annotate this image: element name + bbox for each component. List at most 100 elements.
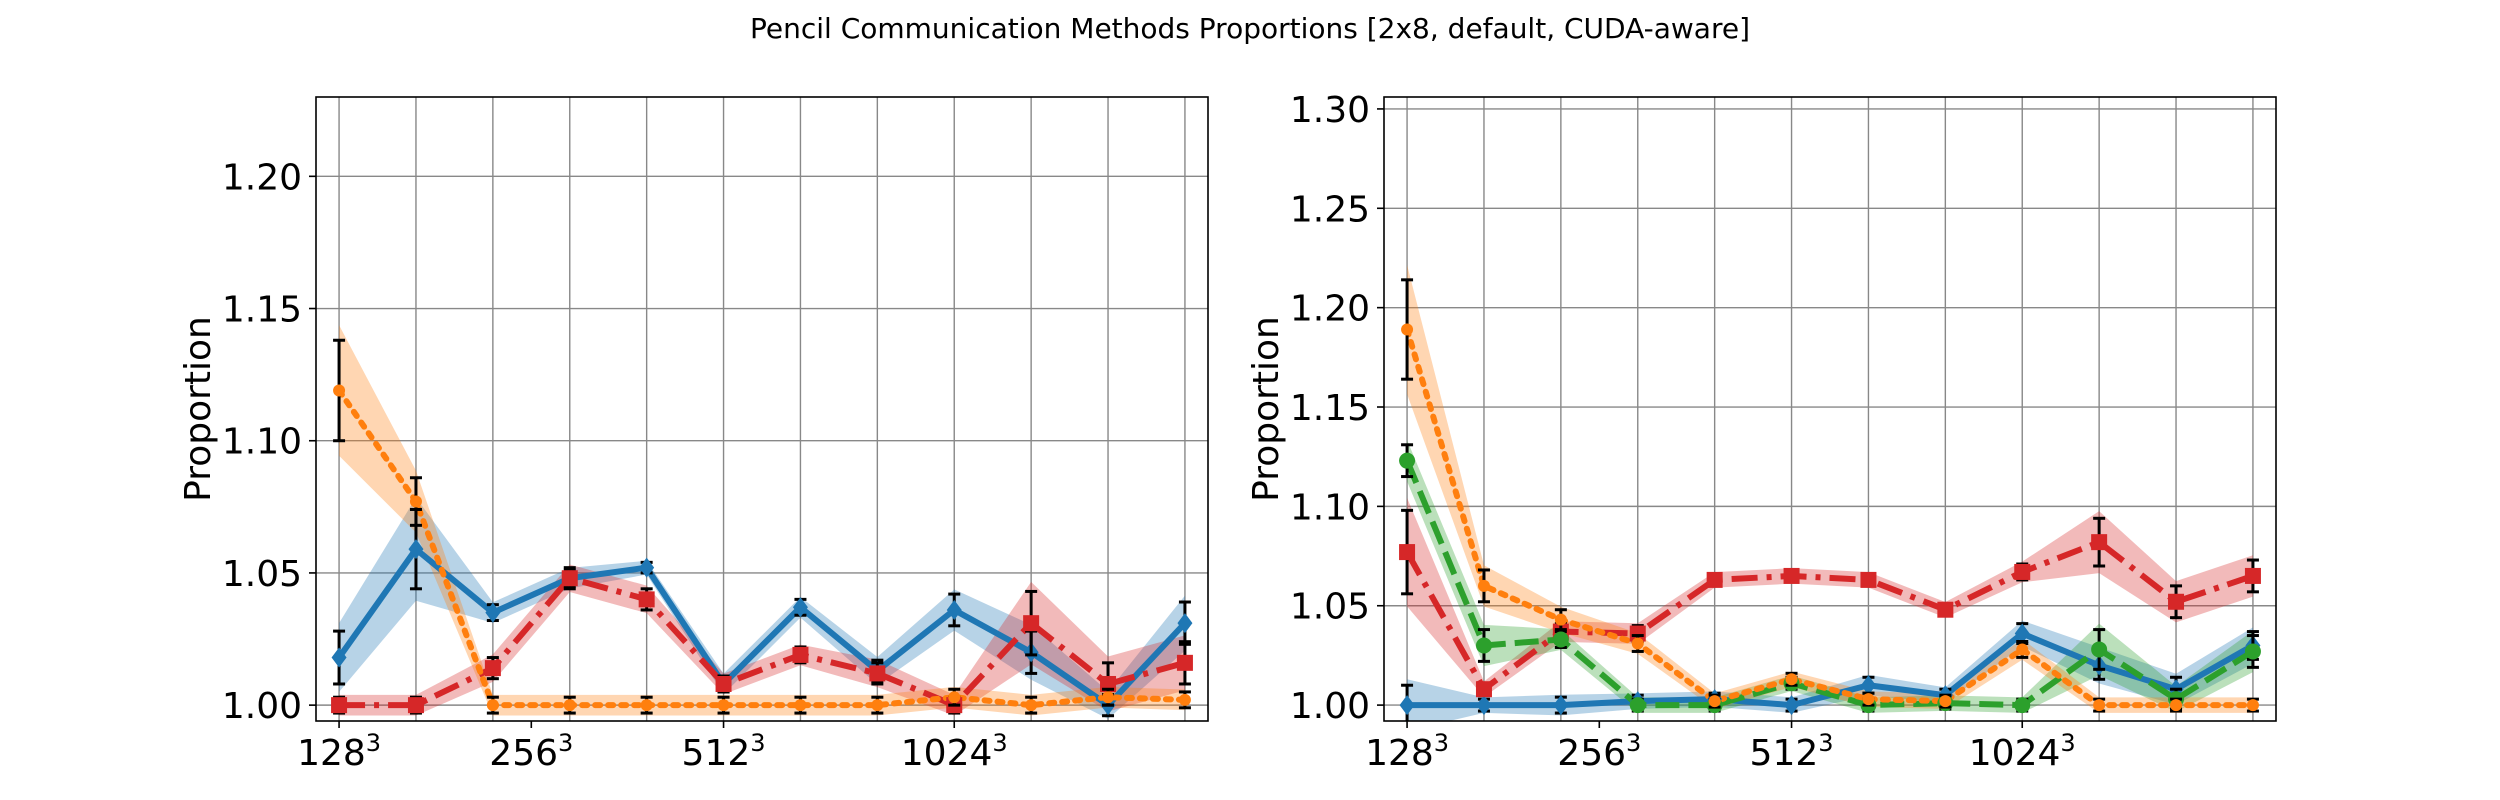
data-point xyxy=(1862,693,1875,706)
data-point xyxy=(1937,601,1954,618)
data-point xyxy=(1554,613,1567,626)
x-tick-label: 2563 xyxy=(489,729,573,774)
y-tick-label: 1.05 xyxy=(1290,587,1370,628)
data-point xyxy=(409,495,422,508)
data-point xyxy=(946,599,962,620)
data-point xyxy=(639,557,655,578)
data-point xyxy=(1553,695,1569,716)
data-point xyxy=(717,699,730,712)
data-point xyxy=(408,539,424,560)
series-line xyxy=(336,387,1188,709)
data-point xyxy=(1708,695,1721,708)
data-point xyxy=(1631,637,1644,650)
data-point xyxy=(561,570,578,587)
data-point xyxy=(2091,534,2108,551)
data-point xyxy=(1177,613,1193,634)
data-point xyxy=(1860,571,1877,588)
y-tick-label: 1.00 xyxy=(222,686,302,727)
data-point xyxy=(1785,673,1798,686)
y-tick-label: 1.20 xyxy=(222,157,302,198)
y-tick-label: 1.05 xyxy=(222,554,302,595)
data-point xyxy=(1176,654,1193,671)
data-point xyxy=(333,384,346,397)
data-point xyxy=(1102,691,1115,704)
x-tick-label: 1283 xyxy=(297,729,381,774)
data-point xyxy=(792,597,808,618)
chart-panel-2: 1.00 1.05 1.10 1.15 1.20 1.25 1.30 1283 2563 5123… xyxy=(1246,90,2277,774)
data-point xyxy=(1629,697,1646,714)
data-point xyxy=(1475,637,1492,654)
data-point xyxy=(871,699,884,712)
data-point xyxy=(1552,631,1569,648)
x-tick-label: 5123 xyxy=(682,729,766,774)
data-point xyxy=(1477,579,1490,592)
data-point xyxy=(331,697,348,714)
series-line xyxy=(336,546,1188,709)
x-tick-label: 10243 xyxy=(1969,729,2076,774)
plot-frame xyxy=(315,96,1209,722)
data-point xyxy=(485,602,501,623)
data-point xyxy=(715,675,732,692)
data-point xyxy=(1939,695,1952,708)
confidence-band xyxy=(1407,620,2253,721)
data-point xyxy=(1399,695,1415,716)
data-point xyxy=(1784,695,1800,716)
data-point xyxy=(1629,625,1646,642)
y-tick-label: 1.20 xyxy=(1290,289,1370,330)
data-point xyxy=(2014,697,2031,714)
data-point xyxy=(792,646,809,663)
y-tick-label: 1.25 xyxy=(1290,189,1370,230)
y-axis-label: Proportion xyxy=(178,316,219,502)
data-point xyxy=(1783,567,1800,584)
data-point xyxy=(2170,699,2183,712)
data-point xyxy=(2244,643,2261,660)
y-tick-label: 1.15 xyxy=(222,290,302,331)
data-point xyxy=(2246,699,2259,712)
data-point xyxy=(2093,699,2106,712)
x-tick-label: 5123 xyxy=(1750,729,1834,774)
data-point xyxy=(2244,567,2261,584)
x-tick-label: 1283 xyxy=(1365,729,1449,774)
data-point xyxy=(1706,571,1723,588)
data-point xyxy=(1023,615,1040,632)
x-tick-label: 2563 xyxy=(1557,729,1641,774)
y-tick-label: 1.10 xyxy=(222,422,302,463)
data-point xyxy=(1475,681,1492,698)
confidence-band xyxy=(1407,497,2253,697)
plot-area xyxy=(331,325,1193,719)
y-axis-label: Proportion xyxy=(1246,316,1287,502)
data-point xyxy=(1401,323,1414,336)
data-point xyxy=(407,697,424,714)
data-point xyxy=(2016,643,2029,656)
y-tick-label: 1.10 xyxy=(1290,487,1370,528)
data-point xyxy=(2014,563,2031,580)
x-tick-label: 10243 xyxy=(901,729,1008,774)
series-line xyxy=(1404,326,2256,709)
data-point xyxy=(486,699,499,712)
plot-frame xyxy=(1383,96,2277,722)
data-point xyxy=(1860,675,1876,696)
data-point xyxy=(2014,623,2030,644)
data-point xyxy=(484,660,501,677)
figure-title: Pencil Communication Methods Proportions… xyxy=(749,12,1751,45)
y-tick-label: 1.30 xyxy=(1290,90,1370,131)
data-point xyxy=(794,699,807,712)
plot-area xyxy=(1399,264,2261,721)
data-point xyxy=(1025,699,1038,712)
data-point xyxy=(1399,452,1416,469)
y-tick-label: 1.15 xyxy=(1290,388,1370,429)
data-point xyxy=(2091,641,2108,658)
data-point xyxy=(331,647,347,668)
data-point xyxy=(948,691,961,704)
chart-panel-1: 1.00 1.05 1.10 1.15 1.20 1283 2563 5123 10243 Pro… xyxy=(178,96,1209,774)
data-point xyxy=(1399,544,1416,561)
data-point xyxy=(640,699,653,712)
series-line xyxy=(1404,539,2254,693)
y-tick-label: 1.00 xyxy=(1290,686,1370,727)
data-point xyxy=(2168,593,2185,610)
data-point xyxy=(563,699,576,712)
data-point xyxy=(1476,695,1492,716)
series-line xyxy=(1404,459,2255,709)
data-point xyxy=(869,665,886,682)
